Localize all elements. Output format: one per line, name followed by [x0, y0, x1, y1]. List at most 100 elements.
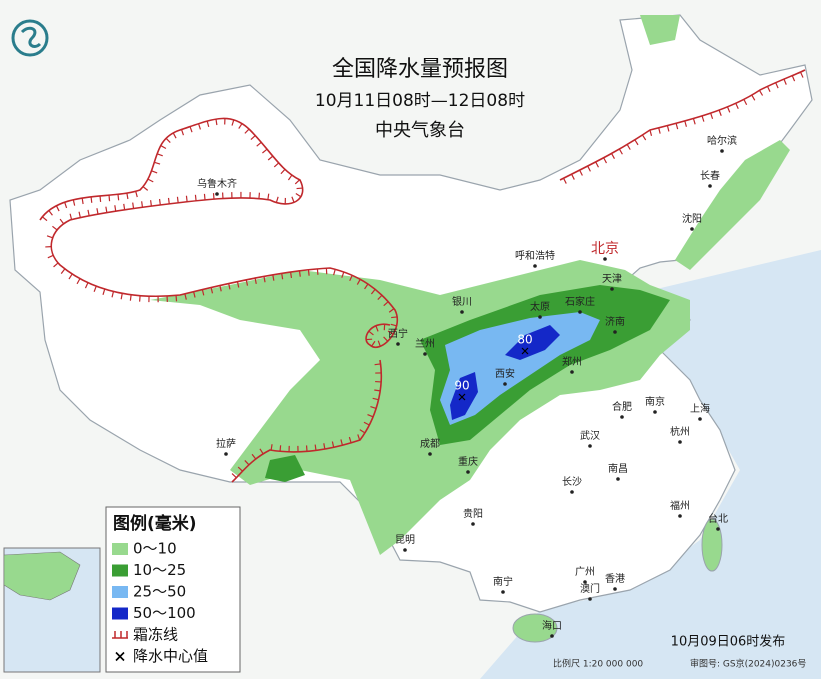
frost-line-tick: [383, 336, 389, 342]
frost-line-tick: [184, 293, 187, 300]
city-label: 乌鲁木齐: [197, 177, 237, 190]
frost-line-tick: [323, 443, 326, 450]
frost-line-tick: [90, 196, 93, 203]
city-dot: [466, 470, 470, 474]
frost-line-tick: [571, 173, 575, 180]
frost-line-tick: [364, 283, 369, 290]
frost-line-tick: [219, 285, 222, 292]
city-dot: [396, 342, 400, 346]
frost-line-tick: [53, 262, 59, 268]
frost-line-tick: [751, 94, 756, 101]
frost-line-tick: [69, 213, 73, 220]
city-dot: [610, 287, 614, 291]
city-dot: [678, 514, 682, 518]
taiwan: [701, 518, 723, 572]
frost-line-tick: [587, 165, 591, 172]
rain-zone-moderate-w: [265, 455, 305, 482]
city-dot: [620, 415, 624, 419]
city-dot: [471, 522, 475, 526]
city-dot: [215, 192, 219, 196]
frost-line-tick: [367, 413, 374, 418]
approval: 审图号: GS京(2024)0236号: [690, 658, 806, 670]
city-dot: [603, 257, 607, 261]
frost-line-tick: [244, 460, 250, 466]
sea: [480, 250, 821, 679]
frost-line-tick: [390, 323, 397, 327]
legend-label: 50～100: [133, 604, 196, 622]
frost-line-tick: [150, 200, 152, 207]
legend-label: 10～25: [133, 561, 186, 579]
city-dot: [678, 440, 682, 444]
frost-line-tick: [718, 109, 722, 116]
city-label: 拉萨: [216, 437, 236, 450]
frost-line-tick: [684, 120, 687, 127]
frost-line-tick: [228, 283, 231, 290]
city-label: 哈尔滨: [707, 134, 737, 147]
frost-line-tick: [142, 186, 149, 191]
frost-line-tick: [231, 473, 237, 479]
frost-line-tick: [270, 444, 273, 451]
frost-line-tick: [108, 195, 111, 202]
city-dot: [460, 310, 464, 314]
frost-line-tick: [55, 205, 60, 212]
city-dot: [423, 352, 427, 356]
city-dot: [653, 410, 657, 414]
frost-line-tick: [279, 445, 282, 452]
frost-line-tick: [156, 153, 163, 157]
frost-line-tick: [46, 235, 53, 239]
frost-line-tick: [372, 397, 379, 401]
city-label: 银川: [452, 295, 472, 308]
legend-center-symbol: [115, 651, 125, 662]
frost-line-tick: [374, 389, 381, 392]
city-dot: [690, 227, 694, 231]
frost-line-tick: [193, 291, 196, 298]
frost-line-tick: [333, 269, 336, 276]
frost-line-tick: [215, 119, 218, 126]
frost-line-tick: [210, 287, 214, 294]
city-dot: [588, 444, 592, 448]
center-value: 90: [454, 379, 469, 393]
frost-line-tick: [791, 75, 796, 82]
frost-line-tick: [316, 268, 319, 275]
frost-line-tick: [371, 340, 376, 347]
city-dot: [570, 370, 574, 374]
frost-line-tick: [48, 210, 53, 216]
legend-label: 25～50: [133, 583, 186, 601]
frost-line-tick: [267, 155, 274, 161]
frost-line-tick: [123, 203, 126, 210]
city-label: 昆明: [395, 534, 415, 546]
city-dot: [503, 382, 507, 386]
city-dot: [698, 417, 702, 421]
city-dot: [403, 548, 407, 552]
frost-line-tick: [281, 273, 284, 280]
frost-line-tick: [256, 141, 262, 147]
frost-line-tick: [245, 279, 249, 286]
frost-line-tick: [81, 197, 84, 205]
city-label: 成都: [420, 438, 440, 450]
city-label: 济南: [605, 315, 625, 328]
frost-line-tick: [294, 179, 300, 185]
frost-line-tick: [726, 106, 731, 113]
rain-zone-light-ne: [675, 140, 790, 270]
frost-line-tick: [262, 148, 268, 154]
city-label: 澳门: [580, 582, 600, 595]
frost-line-tick: [377, 294, 383, 300]
frost-line-tick: [206, 120, 210, 128]
city-label: 郑州: [562, 355, 582, 368]
frost-line-tick: [189, 126, 193, 133]
frost-line-tick: [78, 211, 81, 218]
city-dot: [583, 580, 587, 584]
frost-line-tick: [359, 429, 366, 434]
frost-line-tick: [254, 277, 257, 285]
city-dot: [501, 590, 505, 594]
frost-line-tick: [383, 301, 389, 307]
frost-line-tick: [93, 285, 97, 292]
legend-box: [105, 506, 241, 673]
frost-line-tick: [47, 254, 54, 259]
city-dot: [588, 597, 592, 601]
frost-line-tick: [618, 148, 623, 155]
frost-line-tick: [99, 195, 102, 203]
legend-swatch: [112, 586, 128, 598]
frost-line-tick: [743, 99, 748, 105]
